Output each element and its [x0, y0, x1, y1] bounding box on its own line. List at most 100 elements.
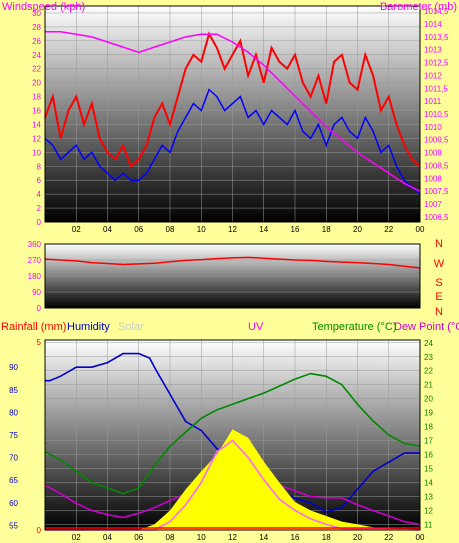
y-tick-label: 1010 — [424, 123, 442, 132]
x-tick-label: 12 — [228, 225, 237, 234]
y-tick-label: 22 — [32, 65, 41, 74]
x-tick-label: 04 — [103, 533, 112, 542]
x-tick-label: 20 — [353, 225, 362, 234]
y-tick-label: 1010,5 — [424, 110, 449, 119]
y-tick-label: 21 — [424, 381, 433, 390]
y-tick-label: 1011,5 — [424, 84, 448, 93]
y-tick-label: 13 — [424, 492, 433, 501]
y-tick-label: 1013 — [424, 46, 442, 55]
legend-label: Temperature (°C) — [312, 321, 396, 333]
y-tick-label: 55 — [9, 521, 18, 530]
y-tick-label: 16 — [32, 107, 41, 116]
x-tick-label: 10 — [197, 533, 206, 542]
y-tick-label: 17 — [424, 437, 433, 446]
y-tick-label: 1014 — [424, 20, 442, 29]
y-tick-label: 1008,5 — [424, 161, 449, 170]
plot-border — [44, 339, 421, 531]
series-line — [44, 256, 421, 269]
y-tick-label: 1009,5 — [424, 136, 449, 145]
y-tick-label: 18 — [424, 423, 433, 432]
y-tick-label: 18 — [32, 93, 41, 102]
y-tick-label: 4 — [37, 190, 42, 199]
y-tick-label: 20 — [32, 79, 41, 88]
x-tick-label: 16 — [291, 225, 300, 234]
y-tick-label: 23 — [424, 353, 433, 362]
x-tick-label: 12 — [228, 533, 237, 542]
y-tick-label: 28 — [32, 23, 41, 32]
y-tick-label: 15 — [424, 465, 433, 474]
x-tick-label: 18 — [322, 225, 331, 234]
y-tick-label: 12 — [32, 134, 41, 143]
y-tick-label: 360 — [28, 240, 42, 249]
y-tick-label: 2 — [37, 204, 42, 213]
y-tick-label: 24 — [424, 339, 433, 348]
y-tick-label: 90 — [32, 288, 41, 297]
series-line — [45, 352, 420, 513]
x-tick-label: 06 — [134, 225, 143, 234]
x-tick-label: 00 — [416, 225, 425, 234]
y-tick-label: 1009 — [424, 149, 442, 158]
y-tick-label: 16 — [424, 451, 433, 460]
series-line — [45, 439, 421, 531]
y-tick-label: 0 — [37, 526, 42, 535]
series-line — [45, 30, 421, 192]
legend-label: Humidity — [67, 321, 110, 333]
x-tick-label: 08 — [166, 533, 175, 542]
y-tick-label: 80 — [9, 408, 18, 417]
y-tick-label: 12 — [424, 506, 433, 515]
y-tick-label: 1012,5 — [424, 59, 449, 68]
x-tick-label: 16 — [291, 533, 300, 542]
y-tick-label: 90 — [9, 363, 18, 372]
y-tick-label: 5 — [37, 338, 42, 347]
compass-label: N — [435, 238, 443, 250]
x-tick-label: 20 — [353, 533, 362, 542]
x-tick-label: 18 — [322, 533, 331, 542]
y-tick-label: 8 — [37, 162, 42, 171]
y-tick-label: 20 — [424, 395, 433, 404]
x-tick-label: 00 — [416, 533, 425, 542]
y-tick-label: 30 — [32, 9, 41, 18]
y-tick-label: 10 — [32, 148, 41, 157]
x-tick-label: 04 — [103, 225, 112, 234]
y-tick-label: 1008 — [424, 174, 442, 183]
y-axis-label-right: Barometer (mb) — [380, 1, 457, 13]
y-tick-label: 14 — [32, 120, 41, 129]
y-tick-label: 85 — [9, 386, 18, 395]
y-tick-label: 22 — [424, 367, 433, 376]
x-tick-label: 14 — [259, 533, 268, 542]
y-tick-label: 19 — [424, 409, 433, 418]
series-line — [44, 31, 421, 168]
series-line — [44, 372, 421, 495]
y-tick-label: 1011 — [424, 97, 442, 106]
y-tick-label: 14 — [424, 479, 433, 488]
legend-label: Rainfall (mm) — [1, 321, 66, 333]
compass-label: N — [435, 306, 443, 318]
y-tick-label: 0 — [37, 304, 42, 313]
legend-label: Dew Point (°C) — [394, 321, 459, 333]
y-tick-label: 1006,5 — [424, 213, 449, 222]
y-tick-label: 60 — [9, 499, 18, 508]
x-tick-label: 22 — [384, 225, 393, 234]
y-tick-label: 270 — [28, 256, 42, 265]
y-tick-label: 26 — [32, 37, 41, 46]
x-tick-label: 22 — [384, 533, 393, 542]
x-tick-label: 02 — [72, 225, 81, 234]
y-tick-label: 1014,5 — [424, 7, 449, 16]
y-tick-label: 0 — [37, 218, 42, 227]
x-tick-label: 14 — [259, 225, 268, 234]
y-tick-label: 11 — [424, 520, 433, 529]
y-tick-label: 70 — [9, 454, 18, 463]
x-tick-label: 08 — [166, 225, 175, 234]
y-tick-label: 75 — [9, 431, 18, 440]
compass-label: E — [435, 291, 442, 303]
legend-label: UV — [248, 321, 264, 333]
compass-label: S — [435, 277, 442, 289]
x-tick-label: 02 — [72, 533, 81, 542]
series-line — [44, 88, 421, 195]
x-tick-label: 06 — [134, 533, 143, 542]
y-tick-label: 1007 — [424, 200, 442, 209]
y-tick-label: 1013,5 — [424, 33, 449, 42]
y-tick-label: 24 — [32, 51, 41, 60]
y-tick-label: 6 — [37, 176, 42, 185]
